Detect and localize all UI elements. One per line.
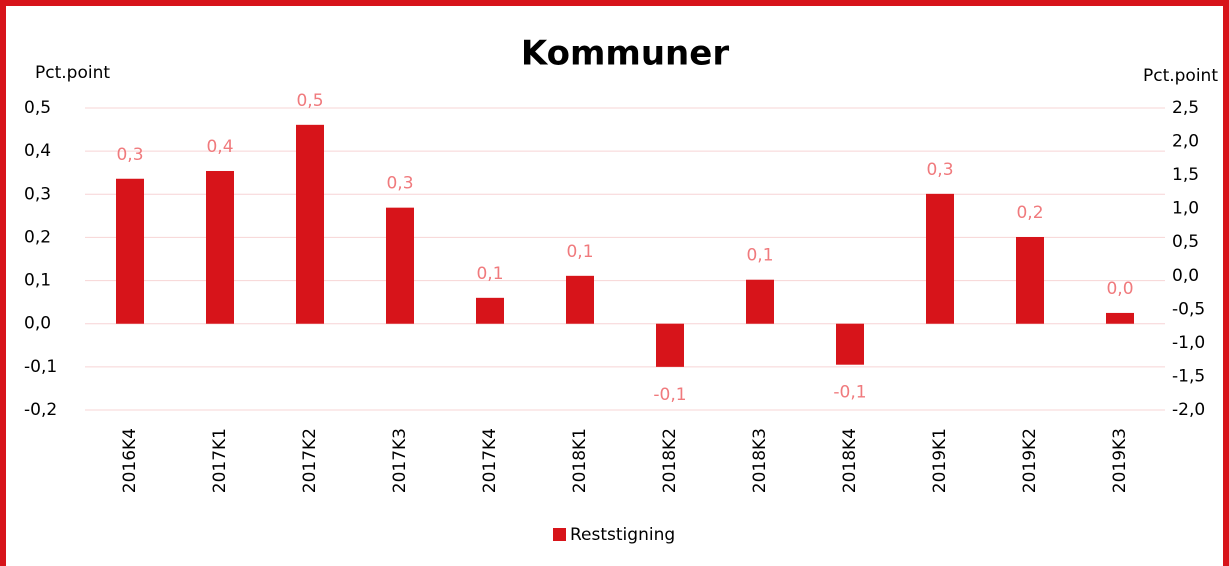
bar [116,178,144,324]
x-tick-label: 2018K4 [840,428,860,493]
bar [746,279,774,324]
x-tick-label: 2018K1 [570,428,590,493]
y2-tick-label: -1,5 [1172,366,1205,386]
y2-tick-label: 0,0 [1172,266,1199,286]
x-tick-label: 2017K2 [300,428,320,493]
value-label: 0,1 [746,246,773,266]
bar [926,193,954,324]
y2-tick-label: 1,0 [1172,199,1199,219]
x-tick-label: 2017K4 [480,428,500,493]
bar [1016,236,1044,324]
bar [476,297,504,324]
x-tick-label: 2017K3 [390,428,410,493]
bar [296,124,324,324]
bar [1106,312,1134,324]
y2-tick-label: 2,5 [1172,98,1199,118]
y-tick-label: 0,2 [24,227,51,247]
y-tick-label: -0,1 [24,357,57,377]
x-tick-label: 2018K2 [660,428,680,493]
x-tick-label: 2019K2 [1020,428,1040,493]
x-tick-label: 2019K3 [1110,428,1130,493]
legend-label: Reststigning [570,525,675,545]
value-label: 0,3 [926,160,953,180]
y2-tick-label: -0,5 [1172,299,1205,319]
value-label: -0,1 [653,385,686,405]
y2-tick-label: 0,5 [1172,232,1199,252]
y-tick-label: 0,3 [24,184,51,204]
value-label: 0,0 [1106,279,1133,299]
value-label: 0,4 [206,137,233,157]
x-tick-label: 2019K1 [930,428,950,493]
y-tick-label: -0,2 [24,400,57,420]
y-axis-label: Pct.point [35,63,110,83]
value-label: 0,3 [386,174,413,194]
value-label: 0,2 [1016,203,1043,223]
y2-tick-label: 1,5 [1172,165,1199,185]
y2-tick-label: -2,0 [1172,400,1205,420]
y-tick-label: 0,5 [24,98,51,118]
bar [656,323,684,367]
chart-title: Kommuner [521,34,729,74]
bar [836,323,864,365]
x-tick-label: 2016K4 [120,428,140,493]
value-label: 0,3 [116,145,143,165]
y2-axis-label: Pct.point [1143,66,1218,86]
value-label: 0,5 [296,91,323,111]
bar [386,207,414,324]
value-label: -0,1 [833,383,866,403]
y2-tick-label: 2,0 [1172,132,1199,152]
legend-swatch [553,528,566,541]
value-label: 0,1 [476,264,503,284]
bar [206,170,234,324]
bar [566,275,594,324]
x-tick-label: 2018K3 [750,428,770,493]
y-tick-label: 0,4 [24,141,51,161]
value-label: 0,1 [566,242,593,262]
y-tick-label: 0,1 [24,271,51,291]
y2-tick-label: -1,0 [1172,333,1205,353]
x-tick-label: 2017K1 [210,428,230,493]
y-tick-label: 0,0 [24,314,51,334]
